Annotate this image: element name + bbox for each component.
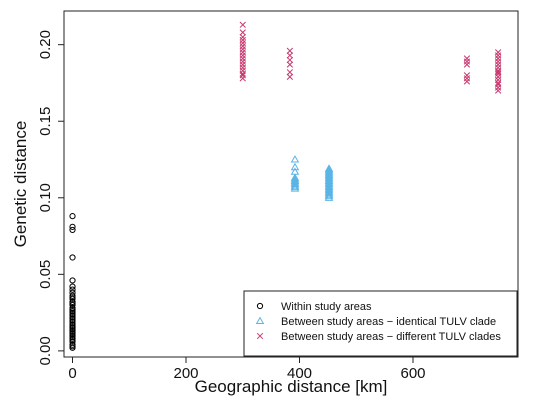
data-point: [494, 49, 502, 56]
legend-symbol: [255, 316, 265, 325]
data-point: [290, 173, 300, 181]
data-point: [239, 52, 246, 59]
data-point: [69, 226, 76, 234]
data-point: [69, 333, 76, 341]
x-tick-label: 400: [287, 365, 312, 382]
data-point: [324, 164, 334, 172]
data-points: [69, 21, 502, 351]
data-point: [290, 155, 300, 163]
data-point: [463, 78, 471, 85]
data-point: [494, 55, 502, 62]
data-point: [286, 47, 294, 54]
data-point: [463, 58, 471, 65]
data-point: [69, 294, 76, 301]
data-point: [239, 58, 246, 65]
data-point: [463, 75, 471, 82]
data-point: [69, 330, 76, 338]
data-point: [239, 36, 246, 44]
legend-label-within: Within study areas: [281, 301, 372, 313]
data-point: [69, 300, 76, 307]
x-axis-title: Geographic distance [km]: [195, 377, 388, 396]
data-point: [494, 61, 502, 68]
data-point: [69, 286, 76, 293]
data-point: [69, 337, 76, 344]
y-axis-title: Genetic distance: [11, 121, 30, 248]
data-point: [69, 306, 76, 313]
data-point: [324, 165, 334, 174]
data-point: [239, 33, 246, 41]
data-point: [494, 69, 502, 76]
data-point: [239, 64, 246, 71]
x-tick-label: 200: [173, 365, 198, 382]
y-tick-label: 0.00: [37, 336, 54, 365]
x-tick-label: 600: [400, 365, 425, 382]
data-point: [239, 67, 246, 74]
data-point: [286, 69, 294, 76]
plot-frame: [63, 10, 519, 358]
data-point: [286, 73, 294, 80]
y-tick-label: 0.10: [37, 183, 54, 212]
legend: Within study areas Between study areas −…: [243, 290, 518, 357]
data-point: [69, 318, 76, 325]
data-point: [239, 43, 246, 50]
legend-symbol: [256, 332, 264, 340]
y-tick-label: 0.15: [37, 107, 54, 136]
data-point: [463, 61, 471, 68]
data-point: [290, 174, 300, 183]
data-point: [69, 327, 76, 335]
data-point: [290, 167, 300, 175]
data-point: [494, 58, 502, 65]
data-point: [290, 162, 300, 171]
legend-symbols: [255, 302, 265, 340]
legend-label-identical-clade: Between study areas − identical TULV cla…: [281, 316, 496, 328]
data-point: [239, 39, 246, 47]
data-point: [69, 277, 76, 284]
data-point: [286, 52, 294, 59]
y-tick-label: 0.20: [37, 30, 54, 59]
data-point: [69, 309, 76, 316]
data-point: [286, 61, 294, 68]
data-point: [239, 46, 246, 53]
data-point: [239, 55, 246, 62]
data-point: [494, 52, 502, 59]
data-point: [494, 87, 502, 94]
x-tick-label: 0: [68, 365, 76, 382]
data-point: [69, 223, 76, 230]
data-point: [239, 21, 246, 28]
legend-label-different-clades: Between study areas − different TULV cla…: [281, 331, 501, 343]
data-point: [239, 72, 246, 79]
legend-symbol: [256, 302, 264, 310]
y-tick-label: 0.05: [37, 260, 54, 289]
x-axis: 0 200 400 600: [68, 357, 426, 382]
legend-box: [243, 290, 518, 357]
data-point: [494, 81, 502, 88]
data-point: [463, 55, 471, 62]
data-point: [69, 343, 76, 350]
data-point: [463, 72, 471, 79]
data-point: [69, 312, 76, 319]
y-axis: 0.00 0.05 0.10 0.15 0.20: [37, 30, 64, 365]
data-point: [69, 324, 76, 332]
data-point: [239, 61, 246, 68]
data-point: [69, 283, 76, 290]
data-point: [69, 289, 76, 296]
data-point: [69, 321, 76, 328]
data-point: [69, 213, 76, 220]
data-point: [239, 49, 246, 56]
data-point: [239, 29, 246, 36]
data-point: [69, 315, 76, 322]
data-point: [286, 56, 294, 64]
data-point: [69, 254, 76, 261]
